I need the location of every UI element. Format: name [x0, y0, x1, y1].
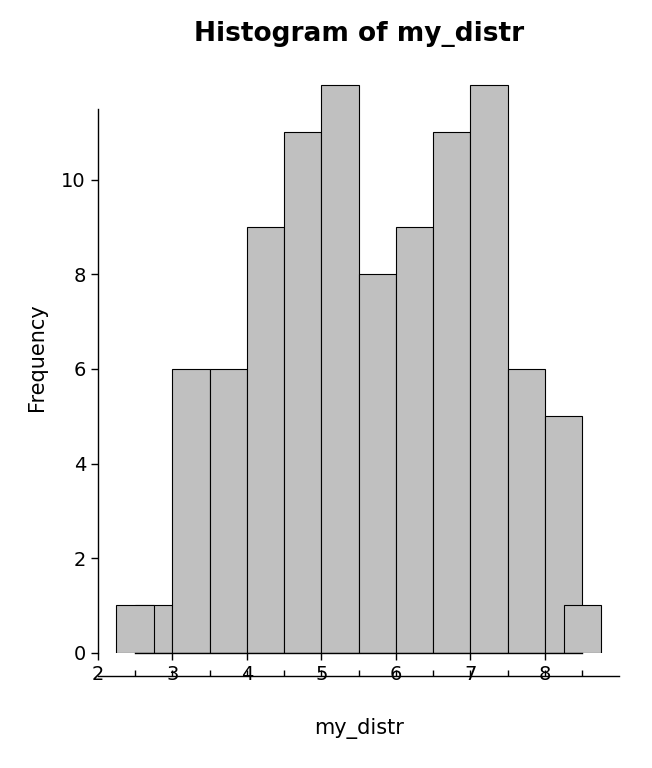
- Y-axis label: Frequency: Frequency: [27, 303, 48, 411]
- Bar: [117, 605, 154, 653]
- Bar: [247, 227, 284, 653]
- Title: Histogram of my_distr: Histogram of my_distr: [194, 21, 524, 47]
- Bar: [545, 416, 582, 653]
- Bar: [433, 132, 470, 653]
- Bar: [172, 369, 209, 653]
- Bar: [563, 605, 600, 653]
- Bar: [321, 85, 359, 653]
- X-axis label: my_distr: my_distr: [314, 718, 404, 740]
- Bar: [470, 85, 508, 653]
- Bar: [209, 369, 247, 653]
- Bar: [396, 227, 433, 653]
- Bar: [508, 369, 545, 653]
- Bar: [359, 274, 396, 653]
- Bar: [284, 132, 321, 653]
- Bar: [135, 605, 172, 653]
